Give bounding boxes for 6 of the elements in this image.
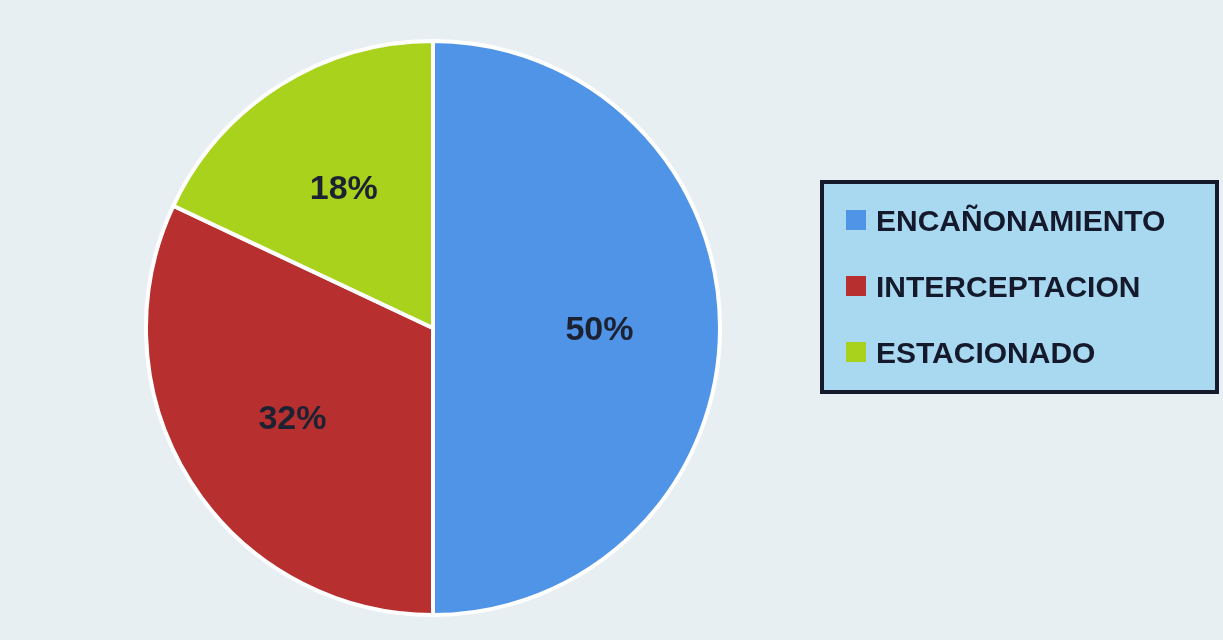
- legend-label: ESTACIONADO: [876, 335, 1096, 369]
- legend-label: ENCAÑONAMIENTO: [876, 203, 1166, 237]
- data-label: 32%: [258, 398, 327, 437]
- data-label: 50%: [565, 309, 634, 347]
- legend-label: INTERCEPTACION: [876, 269, 1141, 303]
- data-label: 18%: [309, 168, 378, 207]
